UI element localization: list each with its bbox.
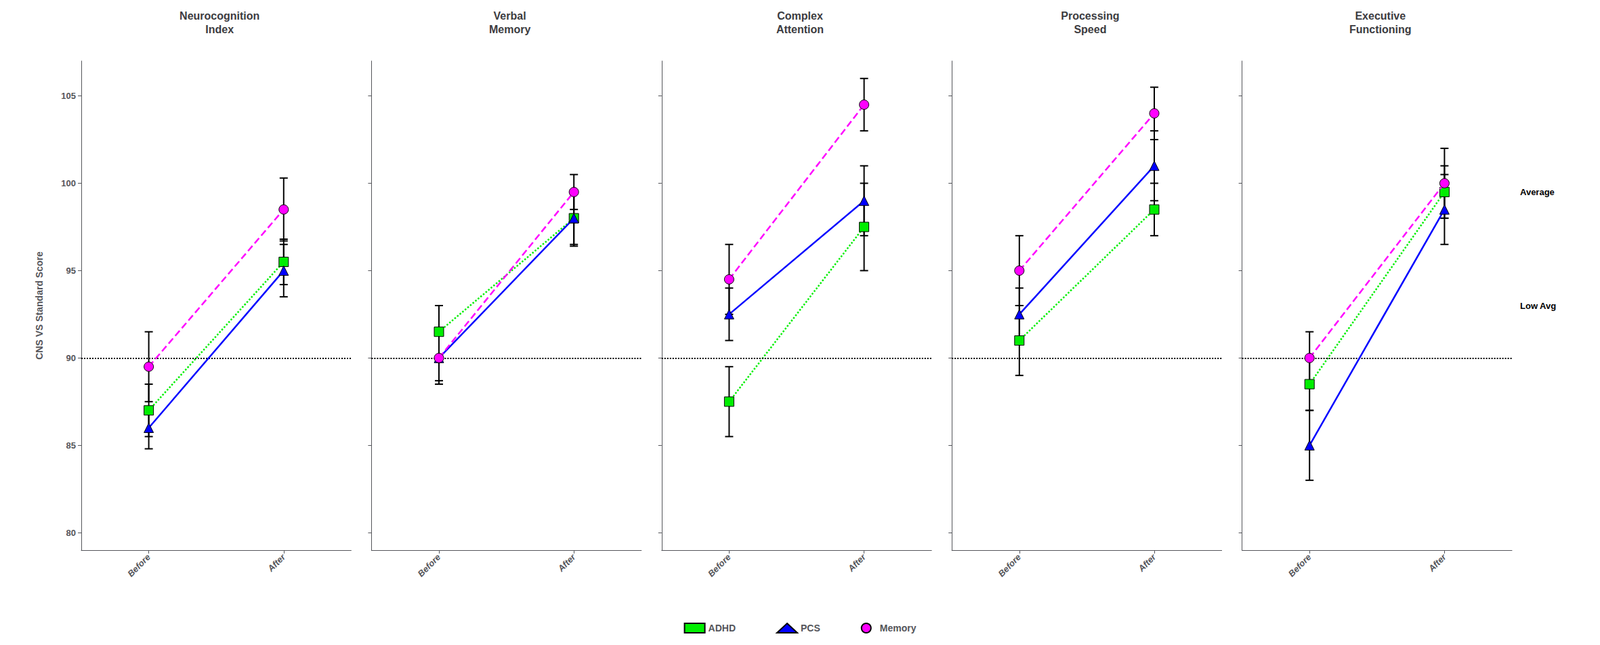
svg-text:Before: Before bbox=[1286, 552, 1314, 580]
svg-text:Attention: Attention bbox=[776, 23, 824, 36]
svg-text:Functioning: Functioning bbox=[1349, 23, 1412, 36]
svg-text:Index: Index bbox=[205, 23, 234, 36]
svg-text:Before: Before bbox=[125, 552, 153, 580]
svg-text:Average: Average bbox=[1520, 186, 1555, 198]
svg-text:Executive: Executive bbox=[1354, 10, 1406, 22]
svg-text:95: 95 bbox=[66, 265, 76, 276]
svg-text:After: After bbox=[555, 551, 578, 574]
svg-text:105: 105 bbox=[60, 90, 76, 101]
svg-text:Complex: Complex bbox=[776, 10, 824, 22]
svg-text:Neurocognition: Neurocognition bbox=[179, 10, 260, 22]
svg-text:After: After bbox=[1135, 551, 1159, 574]
svg-text:Verbal: Verbal bbox=[493, 10, 527, 22]
svg-text:Before: Before bbox=[415, 552, 444, 580]
svg-text:ADHD: ADHD bbox=[708, 622, 736, 634]
svg-text:Before: Before bbox=[705, 552, 733, 580]
svg-text:PCS: PCS bbox=[800, 622, 821, 634]
svg-text:After: After bbox=[1425, 551, 1449, 574]
svg-text:CNS VS Standard Score: CNS VS Standard Score bbox=[33, 251, 45, 360]
svg-text:Before: Before bbox=[995, 552, 1023, 580]
svg-text:Memory: Memory bbox=[489, 23, 531, 36]
svg-text:Memory: Memory bbox=[879, 622, 917, 634]
svg-text:80: 80 bbox=[66, 527, 76, 538]
svg-text:After: After bbox=[264, 551, 288, 574]
svg-text:100: 100 bbox=[60, 178, 76, 189]
svg-text:Low Avg: Low Avg bbox=[1520, 300, 1556, 311]
svg-text:After: After bbox=[845, 551, 868, 574]
svg-text:Speed: Speed bbox=[1073, 23, 1107, 36]
svg-text:85: 85 bbox=[66, 440, 76, 451]
svg-text:Processing: Processing bbox=[1060, 10, 1120, 22]
svg-text:90: 90 bbox=[66, 352, 76, 364]
